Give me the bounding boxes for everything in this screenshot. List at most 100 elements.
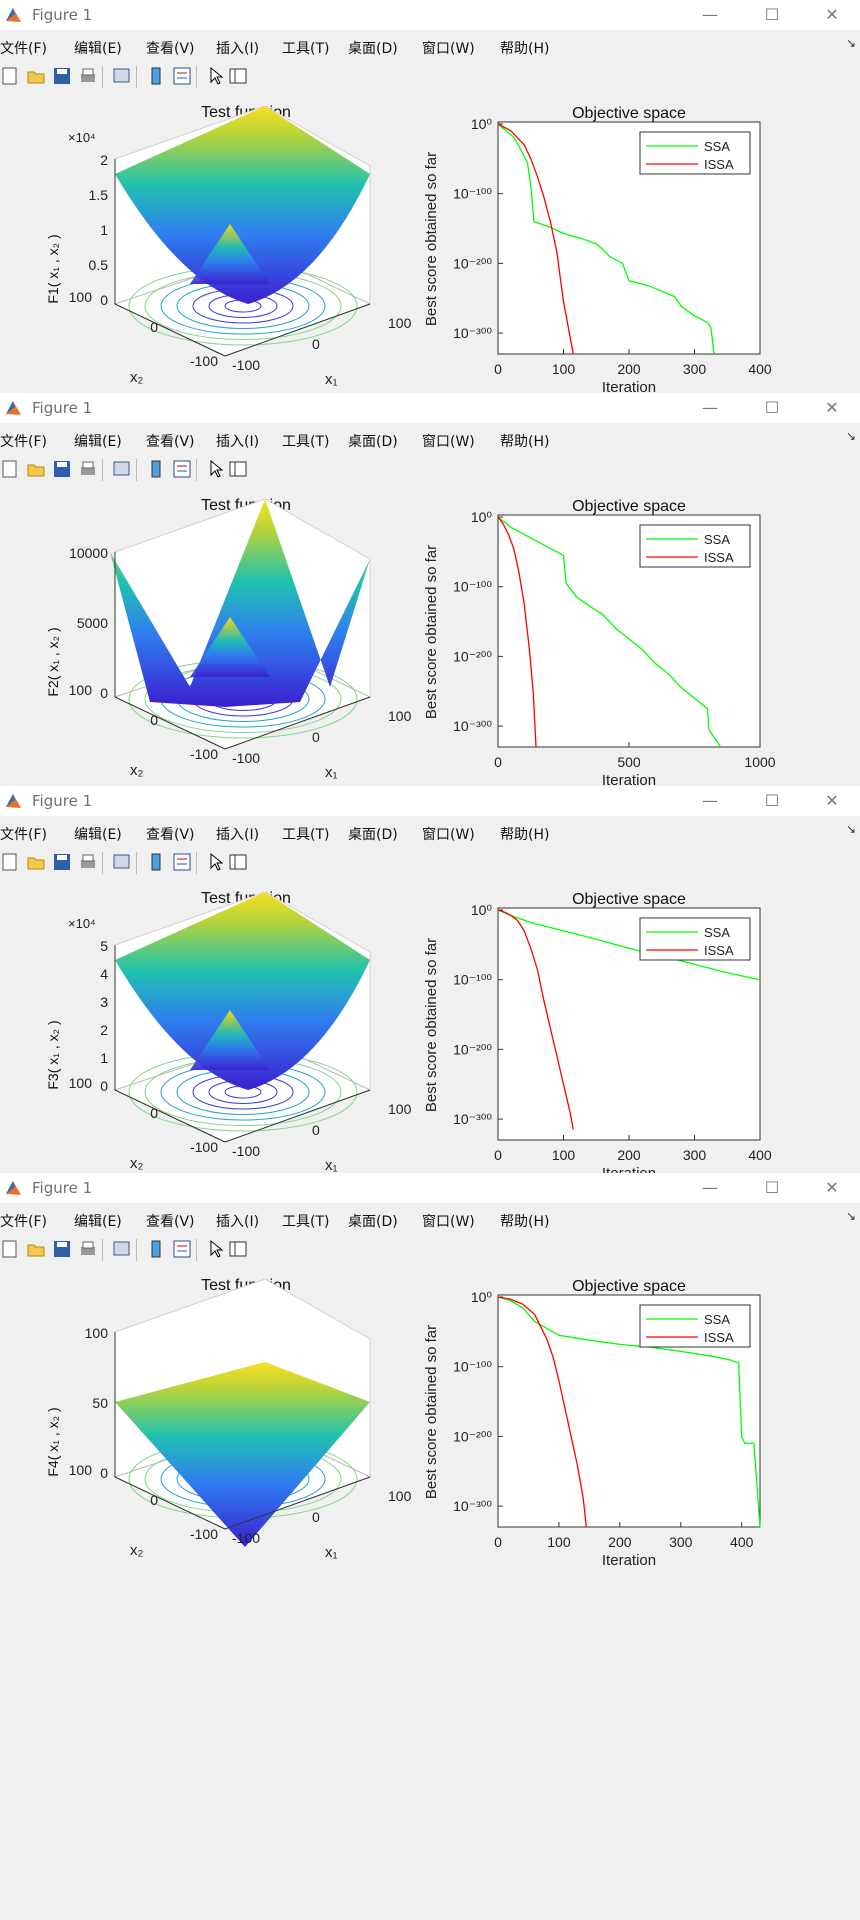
menu-item[interactable]: 文件(F) <box>0 434 47 450</box>
menu-item[interactable]: 编辑(E) <box>74 827 122 843</box>
menu-item[interactable]: 编辑(E) <box>74 1214 122 1230</box>
menu-item[interactable]: 插入(I) <box>216 1214 260 1230</box>
save-icon[interactable] <box>52 66 72 86</box>
new-file-icon[interactable] <box>0 66 20 86</box>
colorbar-icon[interactable] <box>146 459 166 479</box>
colorbar-icon[interactable] <box>146 66 166 86</box>
save-icon[interactable] <box>52 1239 72 1259</box>
menu-item[interactable]: 窗口(W) <box>422 827 475 843</box>
menu-item[interactable]: 帮助(H) <box>500 827 550 843</box>
legend-box[interactable] <box>639 1304 751 1348</box>
maximize-button[interactable]: ☐ <box>764 1178 780 1197</box>
link-plot-icon[interactable] <box>112 459 132 479</box>
save-icon[interactable] <box>52 852 72 872</box>
new-file-icon[interactable] <box>0 459 20 479</box>
legend-icon[interactable] <box>172 852 192 872</box>
minimize-button[interactable]: — <box>702 1178 718 1197</box>
close-button[interactable]: ✕ <box>825 791 839 810</box>
menu-item[interactable]: 帮助(H) <box>500 1214 550 1230</box>
legend-box[interactable] <box>639 917 751 961</box>
toolbar-separator <box>102 66 103 88</box>
minimize-button[interactable]: — <box>702 791 718 810</box>
maximize-button[interactable]: ☐ <box>764 398 780 417</box>
print-icon[interactable] <box>78 66 98 86</box>
property-editor-icon[interactable] <box>228 459 248 479</box>
open-folder-icon[interactable] <box>26 66 46 86</box>
close-button[interactable]: ✕ <box>825 5 839 24</box>
minimize-button[interactable]: — <box>702 5 718 24</box>
legend-icon[interactable] <box>172 66 192 86</box>
link-plot-icon[interactable] <box>112 852 132 872</box>
pointer-icon[interactable] <box>206 66 226 86</box>
legend-icon[interactable] <box>172 459 192 479</box>
x1-tick-label: 100 <box>388 315 412 331</box>
z-tick-label: 1.5 <box>89 187 109 203</box>
menu-item[interactable]: 工具(T) <box>282 1214 330 1230</box>
close-button[interactable]: ✕ <box>825 1178 839 1197</box>
menu-item[interactable]: 编辑(E) <box>74 434 122 450</box>
link-plot-icon[interactable] <box>112 1239 132 1259</box>
matlab-icon <box>4 1178 24 1198</box>
new-file-icon[interactable] <box>0 852 20 872</box>
menu-item[interactable]: 查看(V) <box>146 1214 195 1230</box>
menu-item[interactable]: 编辑(E) <box>74 41 122 57</box>
print-icon[interactable] <box>78 1239 98 1259</box>
menu-item[interactable]: 插入(I) <box>216 41 260 57</box>
menu-item[interactable]: 查看(V) <box>146 434 195 450</box>
menu-item[interactable]: 窗口(W) <box>422 41 475 57</box>
legend-icon[interactable] <box>172 1239 192 1259</box>
toolbar <box>0 1235 860 1265</box>
print-icon[interactable] <box>78 459 98 479</box>
menu-item[interactable]: 查看(V) <box>146 41 195 57</box>
property-editor-icon[interactable] <box>228 66 248 86</box>
menu-item[interactable]: 工具(T) <box>282 434 330 450</box>
menu-item[interactable]: 文件(F) <box>0 827 47 843</box>
colorbar-icon[interactable] <box>146 852 166 872</box>
menu-item[interactable]: 工具(T) <box>282 41 330 57</box>
menu-item[interactable]: 插入(I) <box>216 434 260 450</box>
legend-label: ISSA <box>704 550 734 565</box>
z-axis-label: F1( x₁ , x₂ ) <box>45 234 61 303</box>
menu-item[interactable]: 桌面(D) <box>348 41 398 57</box>
property-editor-icon[interactable] <box>228 852 248 872</box>
menu-item[interactable]: 帮助(H) <box>500 434 550 450</box>
toolbar-arrow-icon[interactable]: ↘ <box>845 36 856 50</box>
link-plot-icon[interactable] <box>112 66 132 86</box>
menu-item[interactable]: 插入(I) <box>216 827 260 843</box>
toolbar-arrow-icon[interactable]: ↘ <box>845 429 856 443</box>
save-icon[interactable] <box>52 459 72 479</box>
menu-item[interactable]: 帮助(H) <box>500 41 550 57</box>
menu-item[interactable]: 桌面(D) <box>348 1214 398 1230</box>
menu-item[interactable]: 查看(V) <box>146 827 195 843</box>
minimize-button[interactable]: — <box>702 398 718 417</box>
objective-space-chart: Objective space 10⁰ 10⁻¹⁰⁰ 10⁻²⁰⁰ 10⁻³⁰⁰ 0 100… <box>423 105 772 393</box>
open-folder-icon[interactable] <box>26 459 46 479</box>
pointer-icon[interactable] <box>206 1239 226 1259</box>
legend-box[interactable] <box>639 524 751 568</box>
pointer-icon[interactable] <box>206 459 226 479</box>
toolbar-arrow-icon[interactable]: ↘ <box>845 1209 856 1223</box>
close-button[interactable]: ✕ <box>825 398 839 417</box>
toolbar-arrow-icon[interactable]: ↘ <box>845 822 856 836</box>
menu-item[interactable]: 文件(F) <box>0 41 47 57</box>
window-title: Figure 1 <box>32 399 93 417</box>
x1-axis-label: x₁ <box>325 1157 338 1173</box>
menu-item[interactable]: 桌面(D) <box>348 827 398 843</box>
print-icon[interactable] <box>78 852 98 872</box>
maximize-button[interactable]: ☐ <box>764 791 780 810</box>
property-editor-icon[interactable] <box>228 1239 248 1259</box>
menu-item[interactable]: 窗口(W) <box>422 1214 475 1230</box>
menu-item[interactable]: 桌面(D) <box>348 434 398 450</box>
legend-box[interactable] <box>639 131 751 175</box>
colorbar-icon[interactable] <box>146 1239 166 1259</box>
new-file-icon[interactable] <box>0 1239 20 1259</box>
maximize-button[interactable]: ☐ <box>764 5 780 24</box>
menu-item[interactable]: 工具(T) <box>282 827 330 843</box>
open-folder-icon[interactable] <box>26 1239 46 1259</box>
open-folder-icon[interactable] <box>26 852 46 872</box>
pointer-icon[interactable] <box>206 852 226 872</box>
menu-item[interactable]: 窗口(W) <box>422 434 475 450</box>
menu-item[interactable]: 文件(F) <box>0 1214 47 1230</box>
